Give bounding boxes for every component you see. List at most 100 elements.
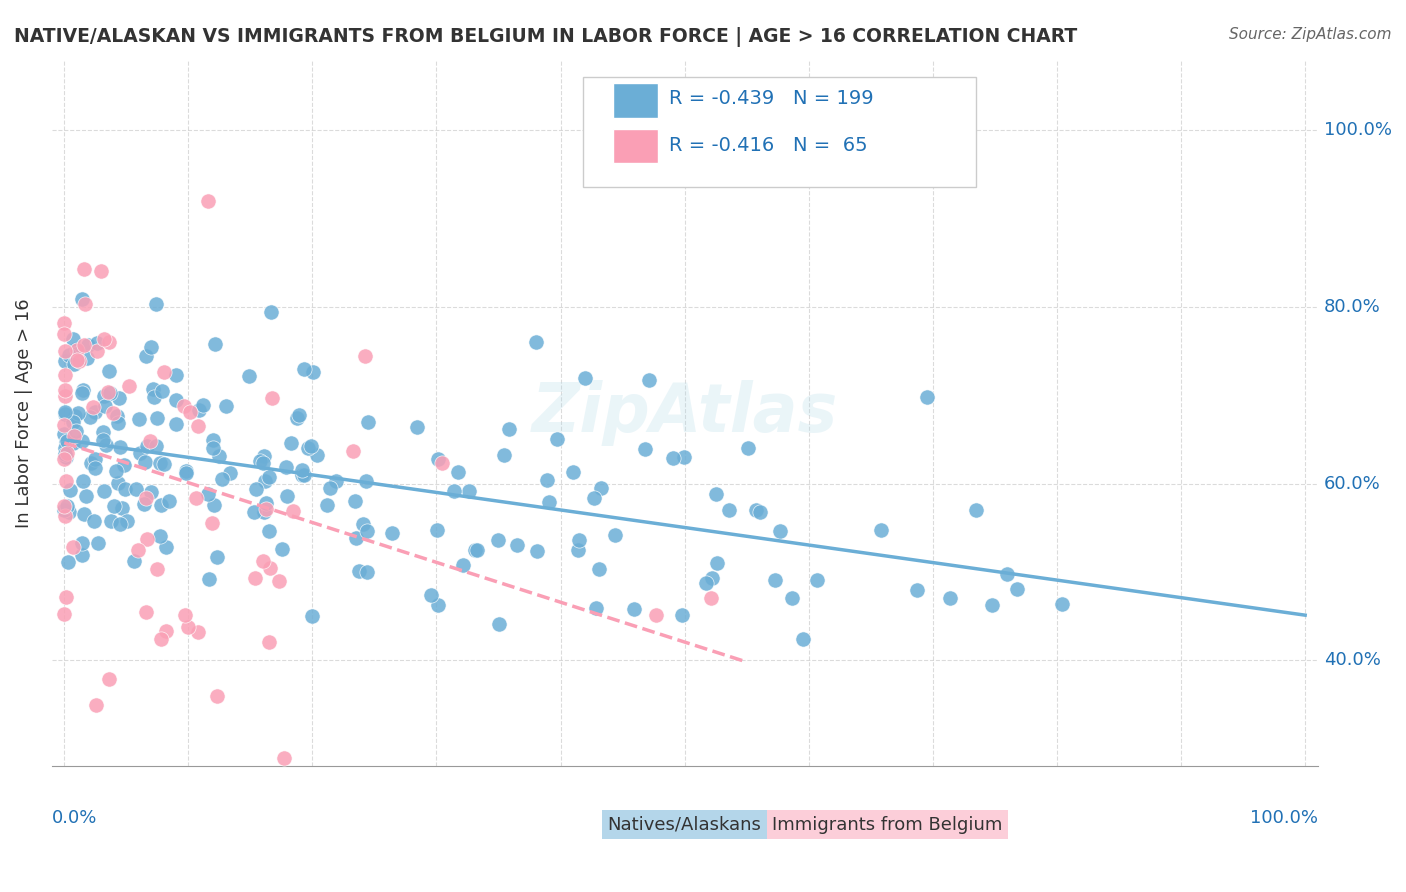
Point [420,588,443,602]
Point [146,410,169,425]
Point [63,357,86,371]
Point [53,407,76,421]
Point [139,484,162,499]
Point [174,607,197,622]
Point [443,483,465,498]
Text: 100.0%: 100.0% [1250,809,1317,827]
Point [254,501,277,516]
Point [252,449,274,463]
Point [153,457,176,471]
Point [204,337,226,351]
Point [769,524,792,538]
Text: Natives/Alaskans: Natives/Alaskans [607,816,762,834]
Point [243,570,266,584]
Point [294,362,316,376]
Point [184,491,207,506]
Point [118,379,141,393]
Point [981,598,1004,612]
Point [193,398,215,412]
Point [108,440,131,454]
Point [55,344,77,359]
Point [207,690,229,704]
Point [464,543,486,558]
Point [86,336,108,351]
Point [292,468,315,483]
Point [603,528,626,542]
Point [105,409,128,424]
Text: ZipAtlas: ZipAtlas [531,380,838,446]
Point [150,498,173,512]
Point [259,524,281,538]
Text: 40.0%: 40.0% [1324,651,1381,669]
Point [202,498,225,512]
Point [276,490,298,504]
Point [270,541,292,556]
Point [243,505,266,519]
Point [53,405,76,419]
Point [79,410,101,425]
Point [53,607,76,621]
Point [671,608,693,623]
Point [672,450,695,464]
Point [748,505,770,519]
Point [259,561,281,575]
Point [53,316,76,330]
Point [70,293,93,307]
Point [59,483,82,497]
Point [62,332,84,346]
Point [58,555,80,569]
Point [699,591,721,606]
Point [53,449,76,463]
Point [357,415,380,429]
Point [53,499,76,513]
Point [145,297,167,311]
Point [53,452,76,467]
Point [125,482,148,496]
Point [524,335,547,350]
Point [307,448,329,462]
Point [150,384,173,398]
Point [458,483,481,498]
Point [53,383,76,397]
Point [128,412,150,426]
Point [76,337,98,351]
Point [53,509,76,524]
Point [905,582,928,597]
Point [451,558,474,572]
Point [245,482,267,496]
Point [91,425,114,439]
Point [588,562,610,576]
Point [354,475,377,489]
Point [134,454,156,468]
Point [132,497,155,511]
Point [97,364,120,378]
Point [73,507,96,521]
Point [53,417,76,432]
Point [72,474,94,488]
Point [291,468,314,483]
Text: 60.0%: 60.0% [1324,475,1381,492]
Point [55,450,77,464]
Point [104,464,127,478]
Point [70,548,93,562]
Point [72,434,94,449]
Point [589,482,612,496]
Point [63,429,86,443]
Point [347,564,370,578]
FancyBboxPatch shape [613,83,658,118]
Point [187,625,209,640]
Point [205,549,228,564]
Point [352,516,374,531]
Point [1005,582,1028,596]
Point [145,562,167,576]
Point [72,383,94,397]
Point [53,368,76,382]
Point [53,447,76,461]
Point [252,554,274,568]
Point [67,354,90,368]
Point [187,418,209,433]
Point [302,365,325,379]
Point [486,533,509,547]
Point [136,439,159,453]
Point [53,326,76,341]
